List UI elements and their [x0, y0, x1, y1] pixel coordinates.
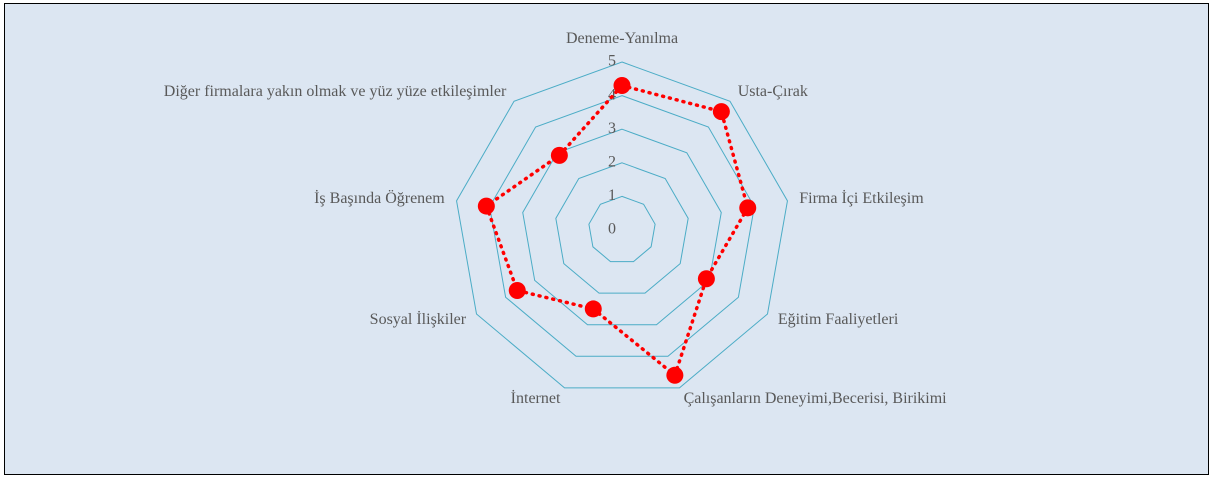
grid-ring: [522, 128, 722, 326]
marker: [712, 103, 730, 121]
r-tick-label: 5: [608, 53, 616, 70]
r-tick-label: 1: [608, 187, 616, 204]
category-label: İnternet: [510, 390, 561, 408]
marker: [550, 146, 568, 164]
chart-area: [4, 3, 1209, 475]
grid-ring: [489, 95, 755, 357]
category-label: Diğer firmalara yakın olmak ve yüz yüze …: [163, 83, 507, 101]
marker: [584, 300, 602, 318]
category-label: Sosyal İlişkiler: [369, 311, 467, 328]
category-label: Çalışanların Deneyimi,Becerisi, Birikimi: [683, 390, 947, 408]
category-label: Deneme-Yanılma: [565, 30, 679, 47]
category-label: İş Başında Öğrenem: [314, 189, 445, 207]
r-tick-label: 3: [608, 120, 616, 137]
marker: [477, 197, 495, 215]
marker: [508, 281, 526, 299]
grid-ring: [555, 162, 689, 294]
grid-ring: [588, 195, 656, 263]
category-label: Usta-Çırak: [737, 83, 808, 101]
marker: [739, 199, 757, 217]
category-label: Firma İçi Etkileşim: [799, 189, 924, 207]
marker: [666, 366, 684, 384]
series-line: [484, 83, 750, 379]
r-tick-label: 2: [608, 153, 616, 170]
marker: [613, 77, 631, 95]
grid-ring: [456, 61, 788, 389]
r-tick-label: 0: [608, 221, 616, 238]
marker: [697, 270, 715, 288]
category-label: Eğitim Faaliyetleri: [777, 311, 899, 328]
r-tick-label: 4: [608, 86, 616, 103]
